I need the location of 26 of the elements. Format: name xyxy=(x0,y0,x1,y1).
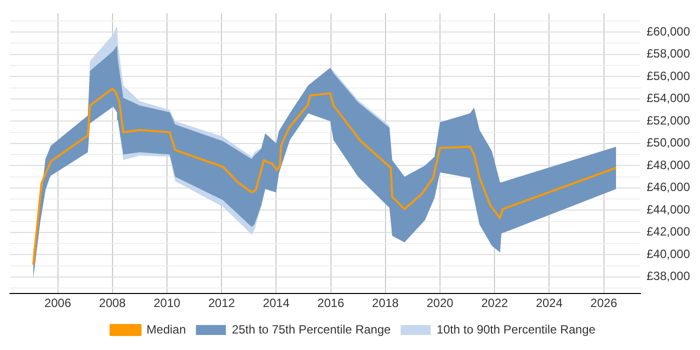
x-tick-label: 2020 xyxy=(426,296,454,310)
x-tick-label: 2012 xyxy=(208,296,236,310)
y-tick-label: £58,000 xyxy=(646,46,690,61)
y-tick-label: £44,000 xyxy=(646,202,690,216)
y-tick-label: £60,000 xyxy=(646,24,690,38)
x-tick-label: 2018 xyxy=(372,296,400,310)
x-tick-label: 2014 xyxy=(262,296,290,310)
x-tick-label: 2022 xyxy=(481,296,508,310)
y-tick-label: £40,000 xyxy=(646,246,690,261)
x-tick-label: 2024 xyxy=(536,296,563,310)
y-tick-label: £52,000 xyxy=(646,113,690,128)
legend-label: 10th to 90th Percentile Range xyxy=(436,322,596,336)
legend-label: Median xyxy=(146,322,186,336)
y-tick-label: £48,000 xyxy=(646,158,690,172)
y-tick-label: £56,000 xyxy=(646,68,690,83)
x-tick-label: 2026 xyxy=(590,296,618,310)
x-tick-label: 2008 xyxy=(99,296,126,310)
y-tick-label: £50,000 xyxy=(646,136,690,150)
y-tick-label: £54,000 xyxy=(646,91,690,106)
y-tick-label: £42,000 xyxy=(646,224,690,239)
x-tick-label: 2006 xyxy=(44,296,72,310)
legend-label: 25th to 75th Percentile Range xyxy=(232,322,392,336)
y-tick-label: £38,000 xyxy=(646,269,690,284)
x-tick-label: 2010 xyxy=(154,296,181,310)
x-tick-label: 2016 xyxy=(317,296,344,310)
y-tick-label: £46,000 xyxy=(646,180,690,194)
